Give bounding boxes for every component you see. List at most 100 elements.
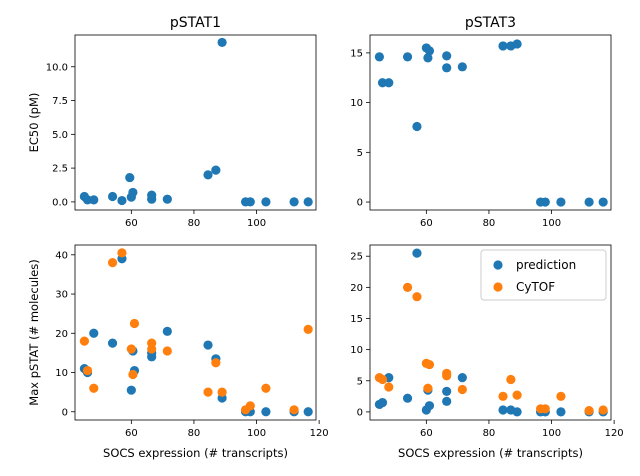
chart-1-prediction-point bbox=[117, 196, 126, 205]
chart-2-prediction-point bbox=[412, 122, 421, 131]
legend-marker-prediction bbox=[493, 260, 502, 269]
chart-3-cytof-point bbox=[117, 248, 126, 257]
chart-2-x-tick-label: 80 bbox=[483, 218, 496, 229]
chart-2-prediction-point bbox=[442, 63, 451, 72]
chart-4-cytof-point bbox=[506, 375, 515, 384]
chart-3-cytof-point bbox=[304, 325, 313, 334]
chart-4-cytof-point bbox=[412, 292, 421, 301]
chart-1-prediction-point bbox=[163, 195, 172, 204]
chart-4-x-tick-label: 100 bbox=[542, 428, 561, 439]
chart-2-prediction-point bbox=[403, 52, 412, 61]
chart-3-x-tick-label: 120 bbox=[310, 428, 329, 439]
chart-4-cytof-point bbox=[384, 382, 393, 391]
chart-2-title: pSTAT3 bbox=[465, 15, 516, 31]
chart-4-prediction-point bbox=[442, 387, 451, 396]
chart-1-y-tick-label: 7.5 bbox=[52, 96, 68, 107]
chart-4-prediction-point bbox=[412, 248, 421, 257]
chart-3-x-tick-label: 60 bbox=[125, 428, 138, 439]
chart-2-prediction-point bbox=[556, 197, 565, 206]
chart-1-y-tick-label: 10.0 bbox=[46, 62, 68, 73]
chart-3-y-tick-label: 30 bbox=[55, 290, 68, 301]
chart-3-prediction-point bbox=[89, 329, 98, 338]
legend-label-cytof: CyTOF bbox=[516, 280, 555, 294]
chart-3-prediction-point bbox=[108, 338, 117, 347]
chart-3-cytof-point bbox=[80, 337, 89, 346]
chart-1-prediction-point bbox=[246, 197, 255, 206]
chart-1-prediction-point bbox=[304, 197, 313, 206]
chart-2-prediction-point bbox=[458, 62, 467, 71]
chart-3-cytof-point bbox=[130, 319, 139, 328]
chart-4-legend: prediction CyTOF bbox=[481, 250, 606, 300]
chart-1-y-tick-label: 5.0 bbox=[52, 130, 68, 141]
chart-3-prediction-point bbox=[261, 407, 270, 416]
chart-4-cytof-point bbox=[556, 392, 565, 401]
chart-4-prediction-point bbox=[442, 397, 451, 406]
chart-2-prediction-point bbox=[375, 52, 384, 61]
chart-3-cytof-point bbox=[163, 346, 172, 355]
chart-4-y-tick-label: 20 bbox=[350, 283, 363, 294]
chart-2-y-tick-label: 5 bbox=[357, 148, 363, 159]
chart-2-prediction-point bbox=[584, 197, 593, 206]
legend-marker-cytof bbox=[493, 282, 502, 291]
chart-1-prediction-point bbox=[211, 166, 220, 175]
chart-2-y-tick-label: 10 bbox=[350, 98, 363, 109]
chart-1-prediction-point bbox=[147, 191, 156, 200]
chart-3-x-tick-label: 100 bbox=[247, 428, 266, 439]
chart-4-prediction-point bbox=[458, 373, 467, 382]
chart-3-cytof-point bbox=[246, 401, 255, 410]
chart-3-y-tick-label: 0 bbox=[62, 407, 68, 418]
chart-4-cytof-point bbox=[541, 404, 550, 413]
chart-4-cytof-point bbox=[442, 371, 451, 380]
chart-4-x-tick-label: 80 bbox=[483, 428, 496, 439]
chart-2-prediction-point bbox=[425, 46, 434, 55]
chart-4-y-tick-label: 25 bbox=[350, 252, 363, 263]
chart-4-prediction-point bbox=[378, 398, 387, 407]
chart-4-prediction-point bbox=[498, 405, 507, 414]
chart-4-x-tick-label: 120 bbox=[605, 428, 624, 439]
chart-4-cytof-point bbox=[584, 406, 593, 415]
chart-2-prediction-point bbox=[513, 39, 522, 48]
chart-4-y-tick-label: 15 bbox=[350, 314, 363, 325]
chart-2-prediction-point bbox=[541, 197, 550, 206]
chart-1-prediction-point bbox=[128, 188, 137, 197]
chart-2-y-tick-label: 15 bbox=[350, 48, 363, 59]
chart-3-prediction-point bbox=[304, 407, 313, 416]
chart-2-prediction-point bbox=[599, 197, 608, 206]
chart-3-cytof-point bbox=[211, 358, 220, 367]
chart-3-cytof-point bbox=[128, 370, 137, 379]
chart-3-y-tick-label: 40 bbox=[55, 250, 68, 261]
chart-3-cytof-point bbox=[83, 366, 92, 375]
chart-4-x-axis-label: SOCS expression (# transcripts) bbox=[398, 446, 583, 460]
chart-4-cytof-point bbox=[403, 283, 412, 292]
chart-1-title: pSTAT1 bbox=[170, 15, 221, 31]
chart-1-y-axis-label: EC50 (pM) bbox=[27, 93, 41, 153]
chart-4-cytof-point bbox=[513, 390, 522, 399]
chart-3-cytof-point bbox=[108, 258, 117, 267]
chart-4-prediction-point bbox=[403, 394, 412, 403]
chart-3-cytof-point bbox=[261, 384, 270, 393]
chart-4-prediction-point bbox=[513, 407, 522, 416]
chart-4-cytof-point bbox=[423, 384, 432, 393]
chart-1-prediction-point bbox=[108, 192, 117, 201]
chart-1-y-tick-label: 0.0 bbox=[52, 197, 68, 208]
chart-4-y-tick-label: 10 bbox=[350, 345, 363, 356]
chart-3-cytof-point bbox=[203, 388, 212, 397]
chart-1-prediction-point bbox=[89, 195, 98, 204]
chart-3-cytof-point bbox=[218, 388, 227, 397]
chart-4-prediction-point bbox=[556, 407, 565, 416]
chart-4-cytof-point bbox=[498, 392, 507, 401]
chart-4-cytof-point bbox=[425, 360, 434, 369]
chart-1-y-tick-label: 2.5 bbox=[52, 164, 68, 175]
chart-3-prediction-point bbox=[147, 352, 156, 361]
chart-4-cytof-point bbox=[599, 405, 608, 414]
chart-3-prediction-point bbox=[203, 340, 212, 349]
chart-3-y-tick-label: 10 bbox=[55, 368, 68, 379]
chart-2-x-tick-label: 60 bbox=[420, 218, 433, 229]
chart-3-y-axis-label: Max pSTAT (# molecules) bbox=[27, 259, 41, 405]
chart-3-cytof-point bbox=[89, 384, 98, 393]
chart-3-y-tick-label: 20 bbox=[55, 329, 68, 340]
chart-4-prediction-point bbox=[425, 401, 434, 410]
chart-4-x-tick-label: 60 bbox=[420, 428, 433, 439]
chart-2-prediction-point bbox=[442, 51, 451, 60]
